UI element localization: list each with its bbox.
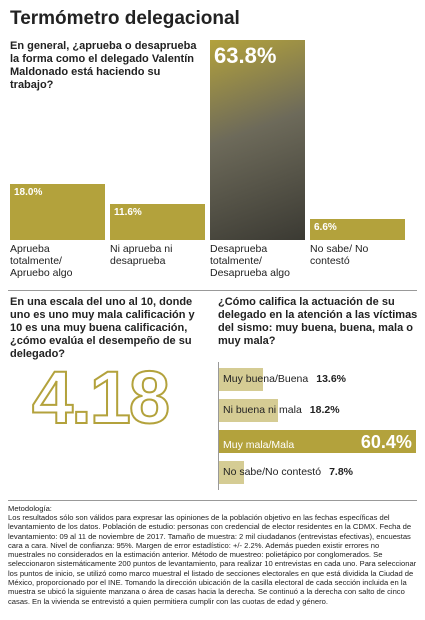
question: En una escala del uno al 10, donde uno e…	[10, 296, 195, 360]
bar-label-row: Muy buena/Buena 13.6%	[223, 373, 346, 385]
bar: 18.0%	[10, 183, 105, 240]
category-label: Aprueba totalmente/ Apruebo algo	[10, 243, 73, 279]
bar: 6.6%	[310, 219, 405, 240]
value-label: 63.8%	[214, 43, 277, 69]
category-label: No sabe/No contestó	[223, 466, 322, 478]
bar-label-row: Ni buena ni mala 18.2%	[223, 404, 340, 416]
bar	[219, 399, 279, 422]
bar	[219, 430, 416, 453]
title: Termómetro delegacional	[10, 8, 240, 29]
value-label: 60.4%	[360, 432, 412, 452]
question: En general, ¿aprueba o desaprueba la for…	[10, 40, 197, 91]
bar: 63.8%	[210, 40, 305, 240]
bar-label-row: No sabe/No contestó 7.8%	[223, 466, 353, 478]
bar	[219, 461, 245, 484]
value-label: 6.6%	[314, 222, 337, 234]
category-label: Ni buena ni mala	[223, 404, 302, 416]
bar	[219, 368, 264, 391]
category-label: Ni aprueba ni desaprueba	[110, 243, 173, 267]
category-label: Desaprueba totalmente/ Desaprueba algo	[210, 243, 290, 279]
category-label: No sabe/ No contestó	[310, 243, 369, 267]
value-label: 18.0%	[14, 186, 43, 198]
value-label: 18.2%	[309, 404, 340, 416]
bar: 11.6%	[110, 203, 205, 240]
separator	[8, 290, 417, 291]
category-label: Muy buena/Buena	[223, 373, 309, 385]
value-label: 13.6%	[316, 373, 347, 385]
separator	[8, 500, 417, 501]
methodology-text: Los resultados sólo son válidos para exp…	[8, 513, 417, 606]
value-label: 11.6%	[114, 206, 142, 218]
value-label: 7.8%	[329, 466, 353, 478]
question: ¿Cómo califica la actuación de su delega…	[218, 296, 418, 347]
category-label: Muy mala/Mala	[223, 439, 295, 451]
methodology-heading: Metodología:	[8, 504, 52, 513]
axis-line	[218, 362, 219, 490]
bar-label-row: Muy mala/Mala 60.4%	[223, 432, 412, 453]
score: 4.18	[31, 355, 171, 440]
